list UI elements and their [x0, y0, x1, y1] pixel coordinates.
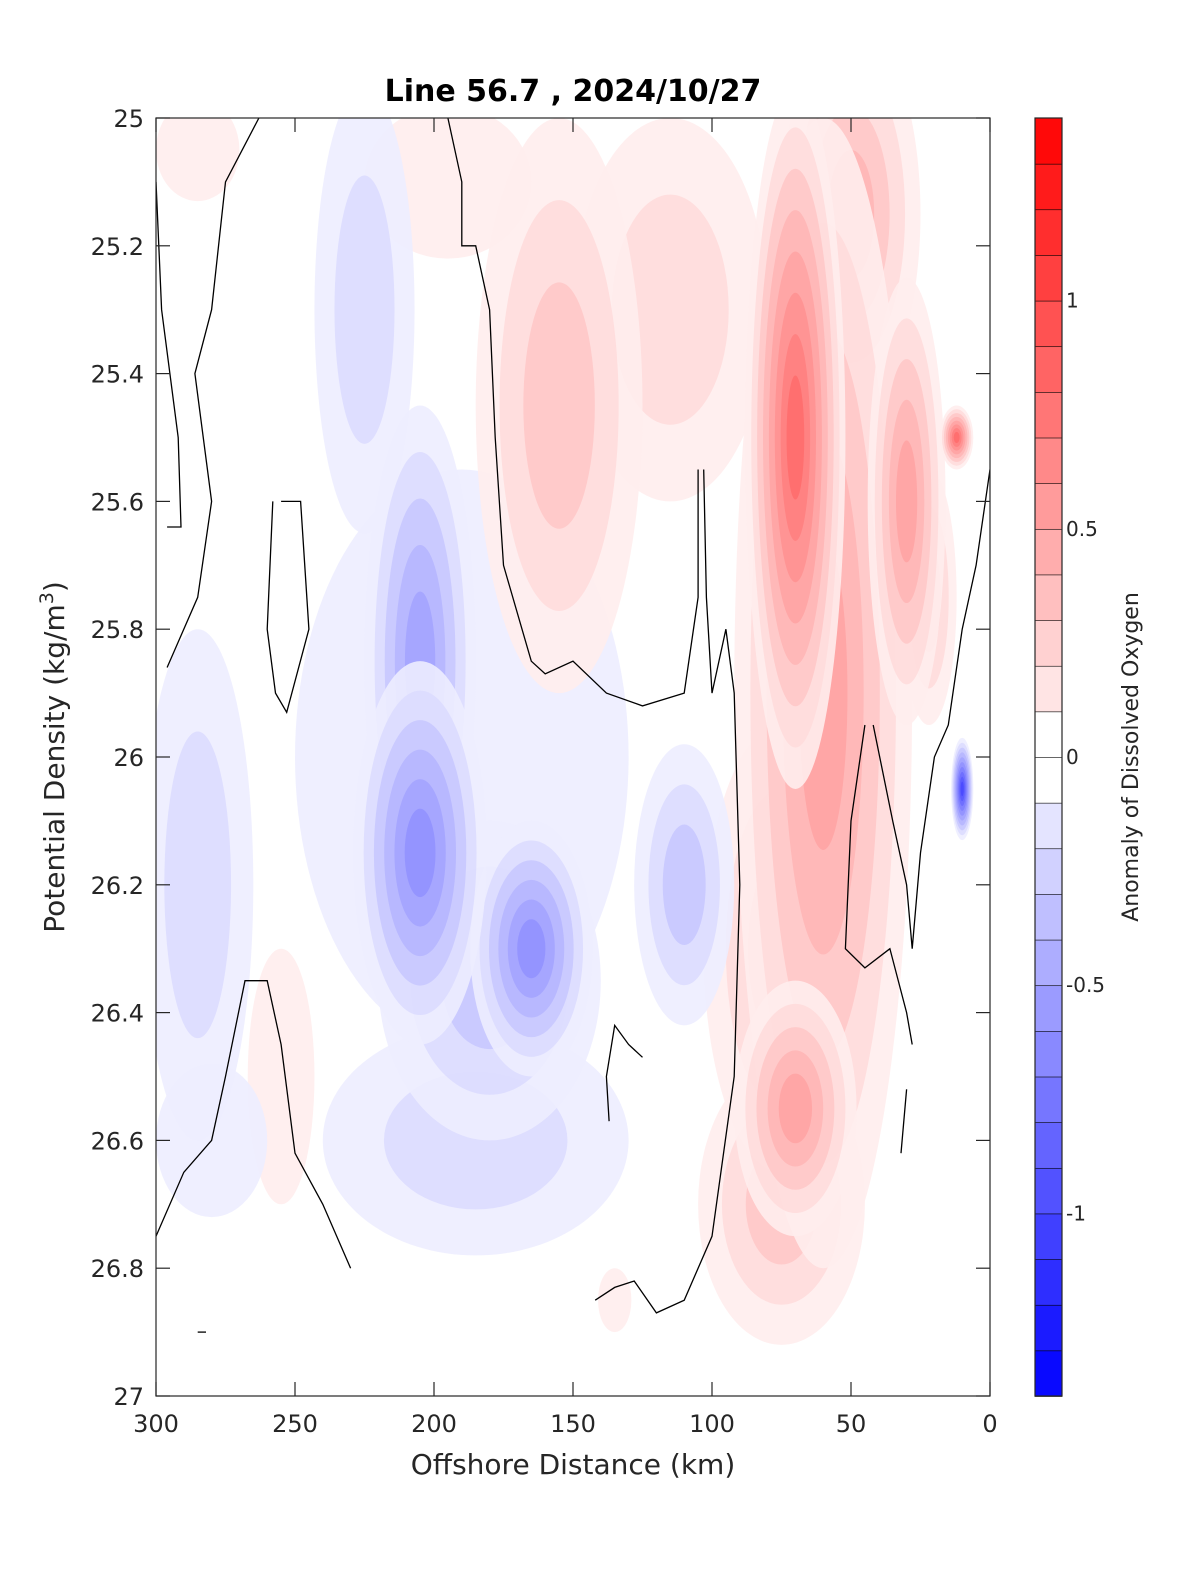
x-tick-label: 200	[411, 1410, 457, 1438]
field-level	[778, 1073, 813, 1144]
y-tick-label: 25	[113, 105, 144, 133]
zero-contour-line	[844, 724, 913, 1045]
y-tick-label: 25.4	[91, 361, 144, 389]
colorbar-swatch	[1034, 665, 1063, 713]
colorbar-swatch	[1034, 1258, 1063, 1306]
colorbar-swatch	[1034, 847, 1063, 895]
chart-title: Line 56.7 , 2024/10/27	[385, 74, 762, 109]
x-tick-label: 150	[550, 1410, 596, 1438]
colorbar-label: Anomaly of Dissolved Oxygen	[1119, 592, 1144, 922]
y-tick-label: 26	[113, 744, 144, 772]
zero-contour-line	[166, 118, 260, 668]
colorbar-tick-label: 0.5	[1066, 517, 1098, 541]
colorbar-tick-label: 1	[1066, 289, 1079, 313]
colorbar-swatch	[1034, 300, 1063, 348]
zero-contour	[156, 118, 990, 1333]
colorbar-swatch	[1034, 1167, 1063, 1215]
field-level	[598, 1268, 632, 1333]
colorbar-swatch	[1034, 163, 1063, 211]
y-tick-label: 25.6	[91, 488, 144, 516]
field-level	[786, 375, 805, 500]
zero-contour-line	[156, 980, 352, 1269]
field-level	[953, 431, 960, 444]
x-tick-label: 0	[982, 1410, 997, 1438]
y-axis-label-main: Potential Density (kg/m	[38, 604, 71, 933]
x-axis-label: Offshore Distance (km)	[411, 1448, 736, 1481]
y-axis-label: Potential Density (kg/m3)	[36, 581, 71, 933]
colorbar-swatch	[1034, 208, 1063, 256]
field-level	[156, 118, 240, 202]
y-tick-label: 25.2	[91, 233, 144, 261]
x-axis: 300 250 200 150 100 50 0	[133, 118, 998, 1438]
zero-contour-line	[900, 1089, 908, 1154]
zero-contour-line	[594, 469, 741, 1314]
colorbar-swatch	[1034, 437, 1063, 484]
anomaly-field	[156, 118, 974, 1345]
field-level	[404, 808, 436, 898]
colorbar-swatch	[1034, 345, 1063, 393]
colorbar	[1034, 117, 1063, 1397]
colorbar-swatch	[1034, 939, 1063, 987]
x-tick-label: 100	[689, 1410, 735, 1438]
colorbar-tick-label: 0	[1066, 745, 1079, 769]
colorbar-swatch	[1034, 711, 1063, 758]
field-level	[523, 282, 595, 529]
colorbar-swatch	[1034, 254, 1063, 302]
zero-contour-line	[156, 181, 182, 528]
colorbar-swatch	[1034, 893, 1063, 941]
colorbar-swatch	[1034, 117, 1063, 165]
x-tick-label: 250	[272, 1410, 318, 1438]
colorbar-swatch	[1034, 1076, 1063, 1123]
colorbar-ticks: -1 -0.5 0 0.5 1	[1066, 289, 1105, 1226]
colorbar-swatch	[1034, 574, 1063, 621]
colorbar-swatch	[1034, 1350, 1063, 1397]
colorbar-swatch	[1034, 984, 1063, 1032]
zero-contour-line	[605, 1023, 643, 1122]
y-axis-label-close: )	[38, 581, 71, 592]
zero-contour-line	[872, 469, 990, 949]
field-level	[164, 731, 232, 1039]
colorbar-swatch	[1034, 1304, 1063, 1352]
y-axis: 25 25.2 25.4 25.6 25.8 26 26.2 26.4 26.6 26.8 27	[91, 105, 990, 1411]
x-tick-label: 300	[133, 1410, 179, 1438]
y-tick-label: 26.4	[91, 1000, 144, 1028]
y-axis-label-sup: 3	[36, 592, 58, 604]
colorbar-swatch	[1034, 802, 1063, 850]
colorbar-swatch	[1034, 1213, 1063, 1260]
y-tick-label: 26.6	[91, 1127, 144, 1155]
colorbar-tick-label: -1	[1066, 1201, 1086, 1225]
field-level	[662, 824, 706, 946]
colorbar-frame	[1034, 117, 1063, 1397]
x-tick-label: 50	[836, 1410, 867, 1438]
field-level	[960, 781, 964, 797]
colorbar-swatch	[1034, 482, 1063, 530]
zero-contour-line	[266, 500, 310, 714]
colorbar-swatch	[1034, 528, 1063, 576]
y-tick-label: 25.8	[91, 616, 144, 644]
y-tick-label: 26.2	[91, 872, 144, 900]
field-level	[517, 919, 546, 979]
colorbar-swatch	[1034, 619, 1063, 667]
colorbar-swatch	[1034, 1121, 1063, 1169]
zero-contour-line	[447, 118, 699, 707]
colorbar-swatch	[1034, 756, 1063, 804]
colorbar-swatch	[1034, 391, 1063, 439]
field-level	[895, 440, 918, 563]
field-level	[334, 175, 395, 444]
y-tick-label: 27	[113, 1383, 144, 1411]
colorbar-swatch	[1034, 1030, 1063, 1078]
colorbar-tick-label: -0.5	[1066, 973, 1105, 997]
y-tick-label: 26.8	[91, 1255, 144, 1283]
